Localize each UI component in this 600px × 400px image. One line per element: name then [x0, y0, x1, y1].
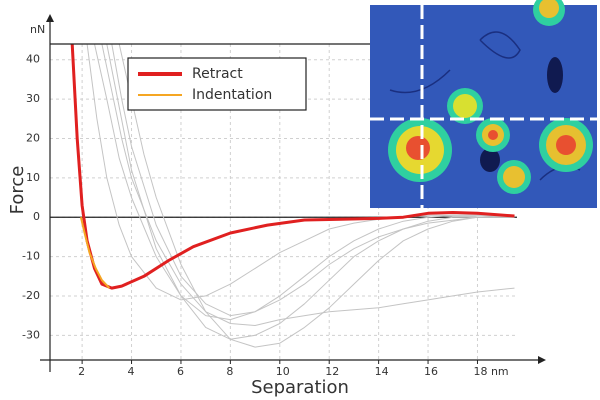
y-axis-arrow — [46, 14, 54, 22]
x-axis-label: Separation — [251, 377, 349, 398]
legend: Retract Indentation — [127, 57, 307, 111]
x-tick-label: 2 — [78, 365, 85, 378]
y-tick-label: -10 — [22, 250, 40, 263]
x-tick-label: 4 — [128, 365, 135, 378]
y-tick-label: 40 — [26, 53, 40, 66]
background-curve — [118, 43, 515, 348]
background-curve — [111, 43, 515, 317]
background-curve — [94, 43, 515, 321]
y-axis-label: Force — [7, 166, 28, 215]
x-tick-label: 16 — [424, 365, 438, 378]
curve — [79, 216, 111, 289]
y-tick-label: 20 — [26, 131, 40, 144]
y-tick-label: 30 — [26, 92, 40, 105]
x-tick-label: 18 nm — [473, 365, 508, 378]
x-tick-label: 12 — [325, 365, 339, 378]
x-tick-label: 10 — [276, 365, 290, 378]
x-tick-label: 6 — [177, 365, 184, 378]
legend-label: Retract — [192, 66, 243, 82]
x-tick-label: 14 — [375, 365, 389, 378]
background-curve — [106, 43, 515, 340]
y-tick-label: 10 — [26, 171, 40, 184]
y-unit: nN — [30, 23, 45, 36]
y-tick-label: -20 — [22, 289, 40, 302]
inset-image — [370, 0, 597, 208]
y-tick-label: -30 — [22, 328, 40, 341]
x-axis-arrow — [538, 356, 546, 364]
y-tick-label: 0 — [33, 210, 40, 223]
background-curve — [101, 43, 515, 326]
x-tick-label: 8 — [226, 365, 233, 378]
legend-label: Indentation — [192, 87, 272, 103]
